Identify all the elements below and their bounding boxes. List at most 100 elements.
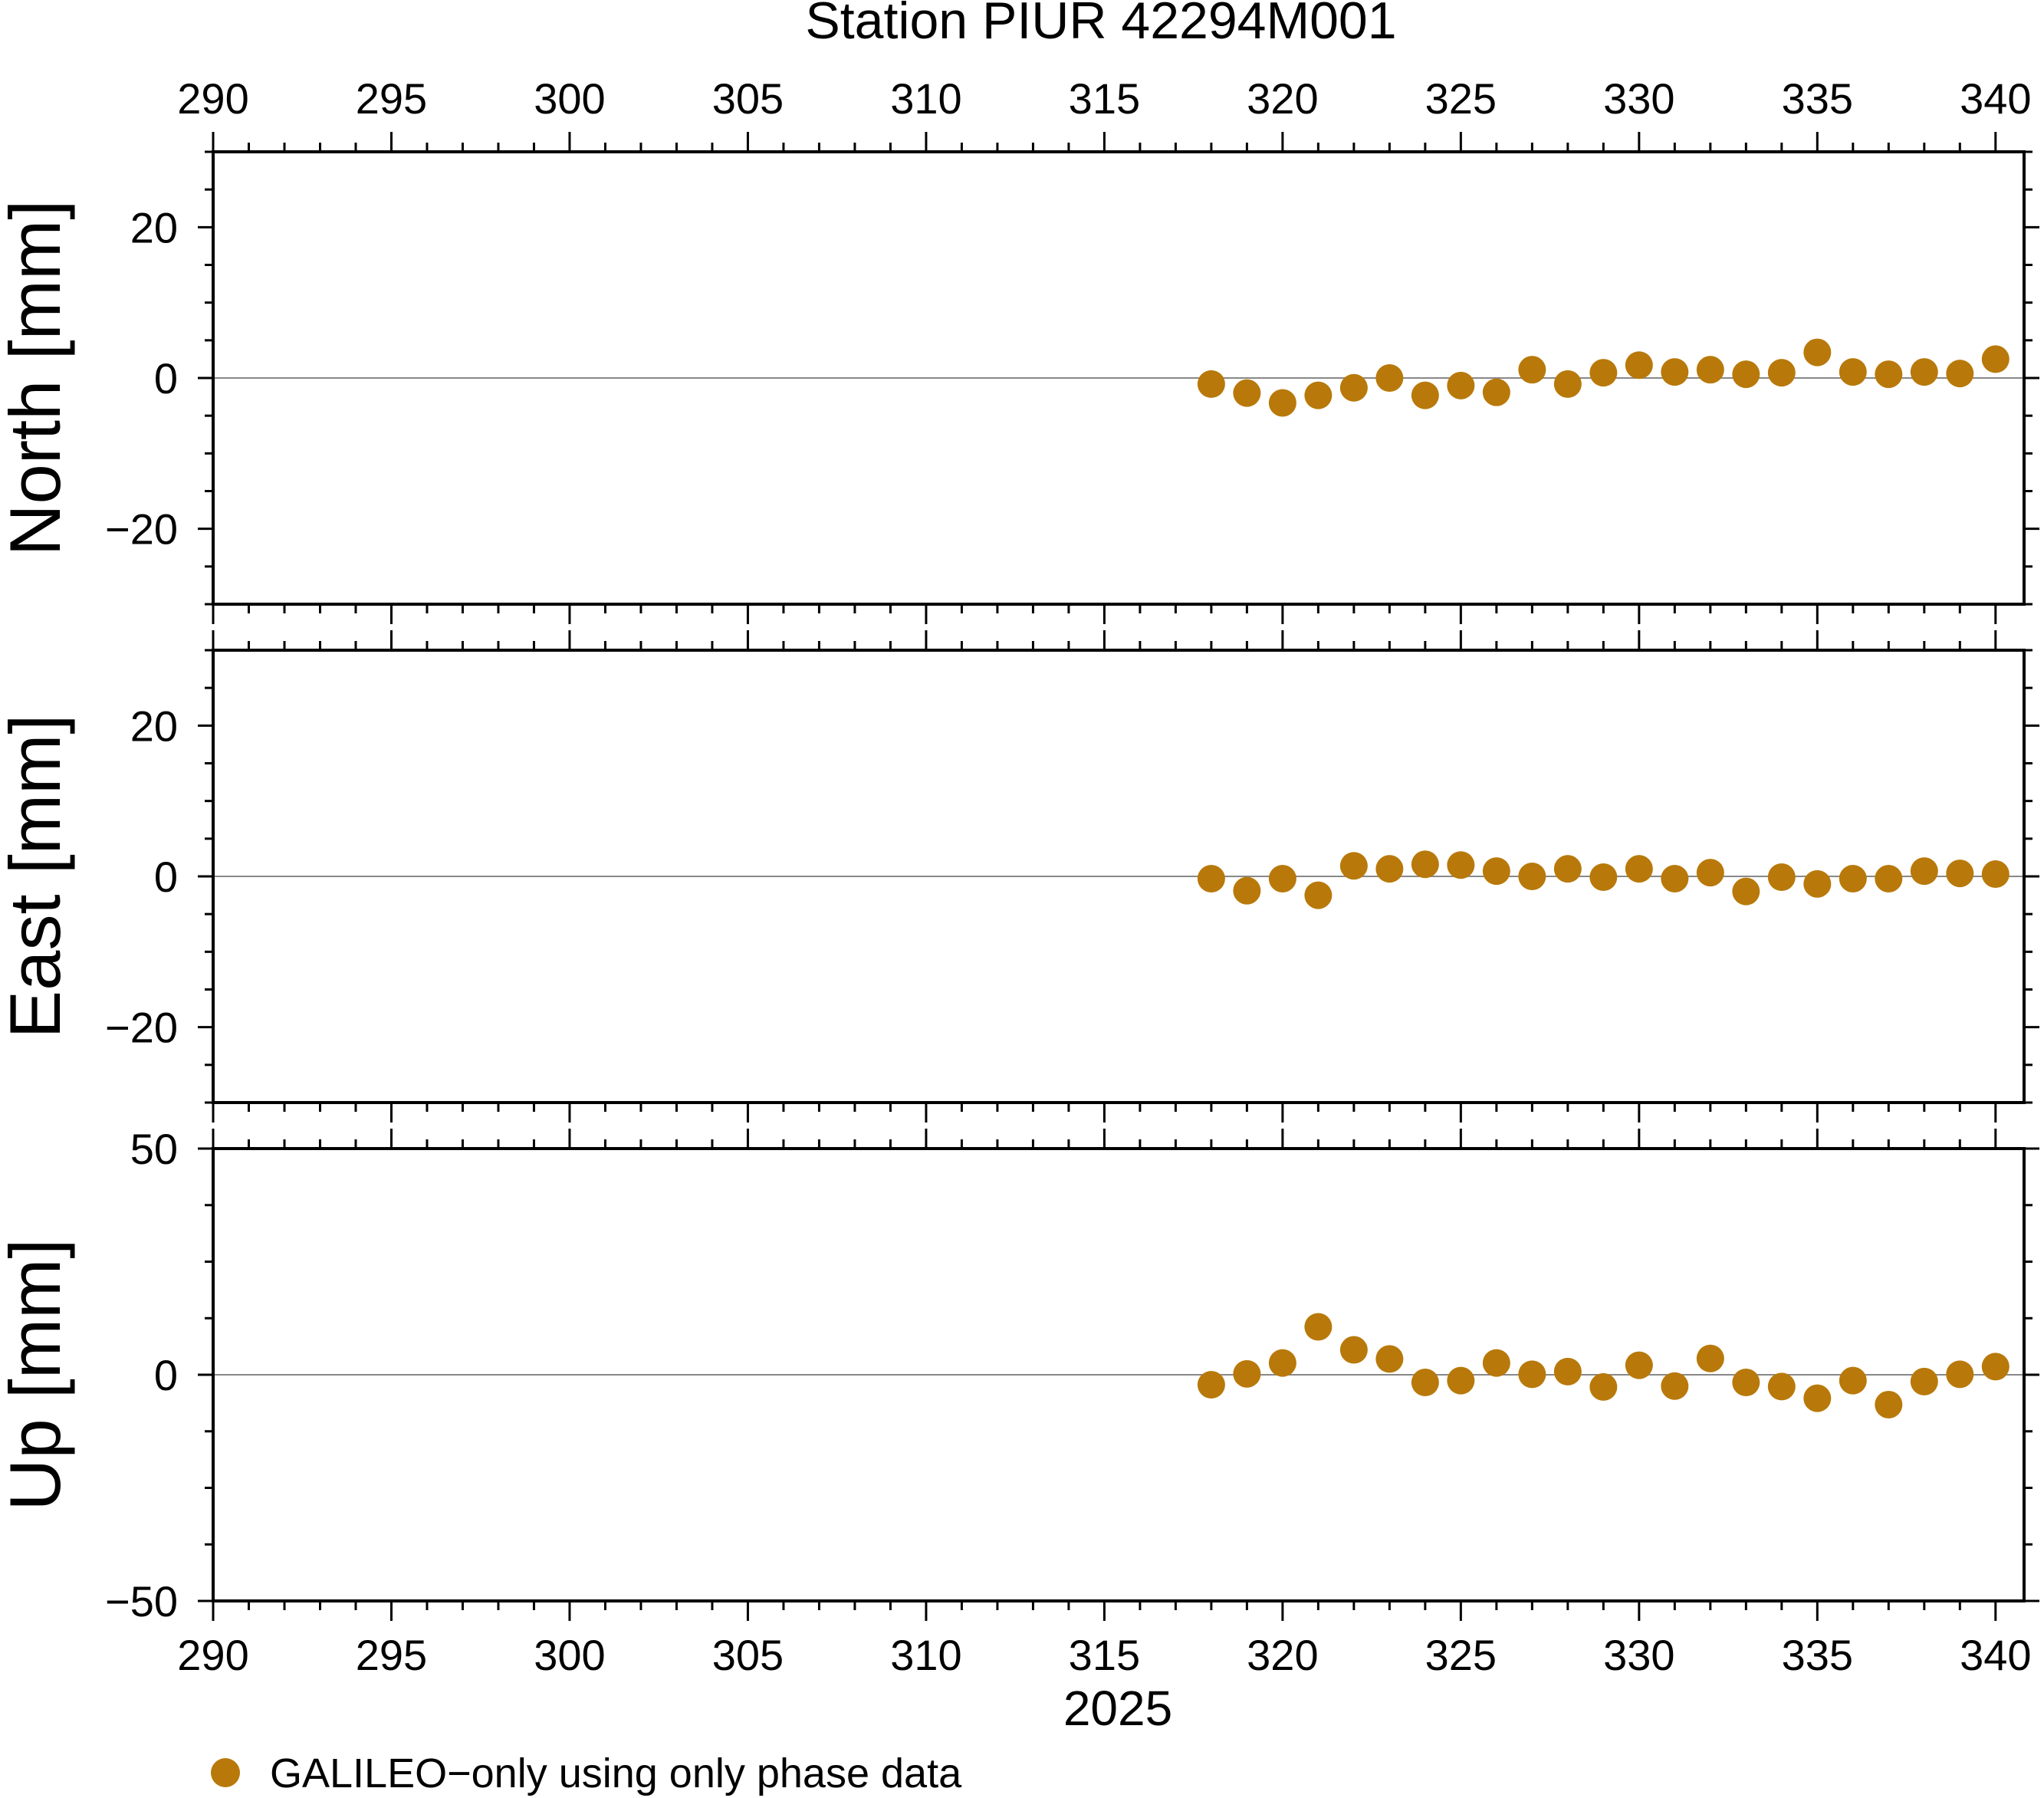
north-y-axis-title: North [mm] (0, 200, 75, 557)
east-data-point (1482, 857, 1510, 886)
east-data-point (1696, 859, 1724, 887)
up-data-point (1981, 1353, 2009, 1381)
up-data-point (1589, 1372, 1618, 1401)
north-data-point (1910, 358, 1938, 386)
up-data-point (1946, 1360, 1974, 1389)
north-data-point (1411, 381, 1439, 409)
east-data-point (1233, 876, 1261, 905)
east-y-axis-title: East [mm] (0, 714, 75, 1038)
east-data-point (1803, 869, 1832, 898)
legend-label: GALILEO−only using only phase data (270, 1750, 962, 1796)
x-tick-label-bottom: 300 (534, 1631, 605, 1679)
x-tick-label-bottom: 305 (712, 1631, 784, 1679)
x-tick-label-bottom: 290 (177, 1631, 248, 1679)
up-data-point (1839, 1366, 1867, 1395)
up-data-point (1233, 1359, 1261, 1388)
up-data-point (1197, 1370, 1225, 1399)
x-tick-label-bottom: 330 (1603, 1631, 1674, 1679)
north-data-point (1447, 371, 1475, 399)
east-data-point (1875, 864, 1903, 892)
up-data-point (1375, 1345, 1404, 1373)
east-data-point (1447, 851, 1475, 879)
north-data-point (1803, 338, 1832, 367)
up-data-point (1767, 1372, 1796, 1401)
east-data-point (1839, 864, 1867, 892)
x-tick-label-bottom: 335 (1782, 1631, 1853, 1679)
up-y-tick-label: 50 (130, 1125, 178, 1173)
x-tick-label-top: 300 (534, 74, 605, 123)
up-frame (212, 1147, 2026, 1602)
north-data-point (1946, 360, 1974, 388)
north-panel: −20 0 20 290 295 300 305 310 315 320 325 330 335 340 N… (0, 74, 2039, 624)
north-data-point (1767, 359, 1796, 387)
up-data-point (1268, 1349, 1296, 1377)
chart-title: Station PIUR 42294M001 (805, 0, 1396, 50)
east-y-tick-label: −20 (105, 1004, 178, 1052)
up-panel: −50 0 50 290 295 300 305 310 315 320 325 330 335 340 U… (0, 1125, 2039, 1679)
up-data-point (1411, 1369, 1439, 1397)
north-data-point (1553, 370, 1582, 398)
up-data-point (1447, 1366, 1475, 1395)
east-panel: −20 0 20 East [mm] (0, 630, 2039, 1123)
x-tick-label-top: 290 (177, 74, 248, 123)
east-data-point (1732, 877, 1760, 906)
east-data-point (1981, 860, 2009, 889)
up-data-point (1482, 1349, 1510, 1377)
panels-group: −20 0 20 290 295 300 305 310 315 320 325 330 335 340 N… (0, 74, 2039, 1679)
up-data-point (1910, 1367, 1938, 1395)
x-tick-label-top: 325 (1425, 74, 1497, 123)
north-data-point (1625, 351, 1653, 380)
up-data-point (1553, 1357, 1582, 1385)
up-data-point (1625, 1351, 1653, 1379)
up-data-point (1696, 1344, 1724, 1372)
north-data-point (1197, 370, 1225, 398)
x-tick-label-top: 320 (1247, 74, 1318, 123)
x-tick-label-bottom: 315 (1069, 1631, 1140, 1679)
x-tick-label-top: 295 (356, 74, 427, 123)
x-tick-label-bottom: 325 (1425, 1631, 1497, 1679)
x-tick-label-top: 340 (1960, 74, 2031, 123)
north-data-point (1839, 358, 1867, 386)
east-data-point (1197, 864, 1225, 892)
east-data-point (1625, 855, 1653, 883)
up-data-point (1339, 1336, 1368, 1364)
east-data-point (1304, 881, 1333, 909)
north-frame (212, 150, 2026, 606)
east-data-point (1661, 864, 1689, 892)
north-data-point (1268, 389, 1296, 417)
legend: GALILEO−only using only phase data (211, 1750, 962, 1796)
east-data-point (1518, 863, 1546, 890)
north-data-point (1518, 356, 1546, 384)
up-data-point (1732, 1369, 1760, 1397)
north-data-point (1696, 356, 1724, 384)
north-data-point (1482, 378, 1510, 406)
north-data-point (1981, 345, 2009, 373)
up-data-point (1661, 1372, 1689, 1400)
east-data-point (1589, 863, 1618, 891)
x-tick-label-top: 315 (1069, 74, 1140, 123)
x-tick-label-bottom: 310 (890, 1631, 961, 1679)
north-y-tick-label: 0 (154, 354, 178, 403)
up-data-point (1875, 1390, 1903, 1418)
north-data-point (1375, 364, 1404, 392)
east-data-point (1910, 857, 1938, 886)
x-tick-label-bottom: 295 (356, 1631, 427, 1679)
east-frame (212, 649, 2026, 1104)
north-data-point (1661, 358, 1689, 386)
up-y-tick-label: −50 (105, 1577, 178, 1625)
east-y-tick-label: 20 (130, 702, 178, 750)
north-data-point (1732, 360, 1760, 389)
north-data-point (1339, 373, 1368, 402)
north-data-point (1875, 360, 1903, 389)
x-tick-label-top: 305 (712, 74, 784, 123)
up-data-point (1304, 1313, 1333, 1341)
up-data-point (1803, 1384, 1832, 1412)
north-y-tick-label: 20 (130, 203, 178, 251)
legend-marker (211, 1758, 240, 1787)
east-data-point (1375, 855, 1404, 883)
x-tick-label-top: 330 (1603, 74, 1674, 123)
x-tick-label-bottom: 340 (1960, 1631, 2031, 1679)
x-tick-label-top: 310 (890, 74, 961, 123)
up-y-tick-label: 0 (154, 1351, 178, 1399)
